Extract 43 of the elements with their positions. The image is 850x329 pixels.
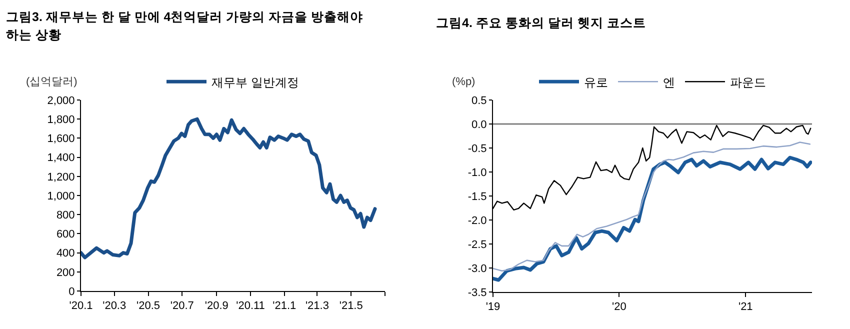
y-tick-label: -3.5 xyxy=(468,286,487,299)
y-tick-label: 1,400 xyxy=(47,152,75,164)
y-axis-title: (%p) xyxy=(452,76,476,88)
y-tick-label: 1,200 xyxy=(47,171,75,184)
x-tick-label: '20.7 xyxy=(170,300,194,312)
x-tick-label: '20.9 xyxy=(204,300,228,312)
y-tick-label: 0.0 xyxy=(472,118,487,131)
y-tick-label: -3.0 xyxy=(468,262,487,275)
x-tick-label: '20.11 xyxy=(236,300,265,312)
legend-label: 엔 xyxy=(663,75,675,90)
y-tick-label: 1,800 xyxy=(47,114,75,126)
y-tick-label: 400 xyxy=(56,248,75,260)
x-tick-label: '20.3 xyxy=(102,300,126,312)
y-tick-label: 1,600 xyxy=(47,133,75,146)
line-series xyxy=(493,142,811,272)
y-tick-label: 600 xyxy=(56,228,75,241)
chart-title: 그림3. 재무부는 한 달 만에 4천억달러 가량의 자금을 방출해야 하는 상황 xyxy=(6,9,364,44)
line-series xyxy=(493,156,812,282)
legend-label: 재무부 일반계정 xyxy=(212,75,299,90)
y-tick-label: 0 xyxy=(68,286,75,298)
chart-title: 그림4. 주요 통화의 달러 헷지 코스트 xyxy=(436,15,647,32)
y-tick-label: -2.5 xyxy=(468,238,487,251)
x-tick-label: '21.3 xyxy=(305,300,329,312)
y-tick-label: 1,000 xyxy=(47,190,75,202)
line-series xyxy=(81,117,377,260)
y-tick-label: -0.5 xyxy=(468,142,487,155)
x-tick-label: '20.1 xyxy=(69,300,93,312)
y-tick-label: 0.5 xyxy=(472,94,487,107)
x-tick-label: '19 xyxy=(486,301,500,314)
x-tick-label: '21.5 xyxy=(339,300,363,312)
y-tick-label: -1.0 xyxy=(468,166,487,179)
x-tick-label: '21 xyxy=(738,301,753,314)
y-tick-label: -2.0 xyxy=(468,214,487,227)
x-tick-label: '20 xyxy=(612,301,626,314)
y-tick-label: -1.5 xyxy=(468,190,487,203)
x-tick-label: '21.1 xyxy=(272,300,296,312)
legend-label: 유로 xyxy=(584,75,608,90)
y-tick-label: 200 xyxy=(56,266,75,279)
y-tick-label: 2,000 xyxy=(47,94,75,107)
x-tick-label: '20.5 xyxy=(136,300,160,312)
y-axis-title: (십억달러) xyxy=(26,76,78,88)
y-tick-label: 800 xyxy=(56,209,75,222)
legend-label: 파운드 xyxy=(730,75,766,90)
